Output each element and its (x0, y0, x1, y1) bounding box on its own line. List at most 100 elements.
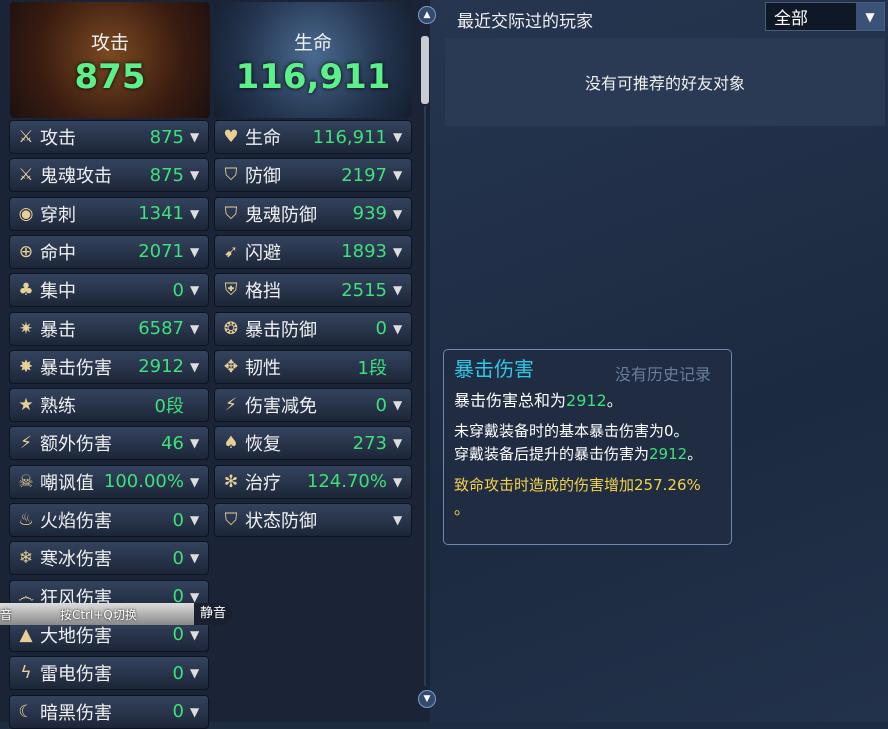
earth-icon: ▲ (19, 624, 33, 645)
stat-row[interactable]: ⛉ 鬼魂防御 939 ▼ (214, 196, 412, 231)
expand-arrow-icon[interactable]: ▼ (393, 244, 403, 259)
stat-value: 0 (172, 279, 184, 301)
stat-value: 2515 (341, 279, 387, 301)
stat-row[interactable]: ✷ 暴击 6587 ▼ (9, 311, 209, 346)
expand-arrow-icon[interactable]: ▼ (190, 436, 200, 451)
expand-arrow-icon[interactable]: ▼ (393, 206, 403, 221)
stat-value: 0 (172, 547, 184, 569)
stat-row[interactable]: ⊕ 命中 2071 ▼ (9, 234, 209, 269)
stat-row[interactable]: ★ 熟练 0段 (9, 388, 209, 423)
stat-value: 2071 (138, 241, 184, 263)
stat-value: 0段 (154, 396, 184, 418)
focus-icon: ♣ (18, 280, 34, 301)
expand-arrow-icon[interactable]: ▼ (393, 436, 403, 451)
stat-row[interactable]: ♨ 火焰伤害 0 ▼ (9, 503, 209, 537)
stat-label: 暴击伤害 (40, 357, 112, 379)
stat-row[interactable]: ➹ 闪避 1893 ▼ (214, 234, 412, 269)
tenacity-icon: ✥ (223, 356, 239, 377)
filter-dropdown[interactable]: 全部 ▼ (765, 2, 885, 31)
stat-row[interactable]: ⚡ 伤害减免 0 ▼ (214, 388, 412, 423)
stat-value: 1段 (357, 357, 387, 379)
stat-row[interactable]: ⛨ 格挡 2515 ▼ (214, 273, 412, 308)
stat-row[interactable]: ✸ 暴击伤害 2912 ▼ (9, 349, 209, 384)
expand-arrow-icon[interactable]: ▼ (190, 666, 200, 681)
ghost-sword-icon: ⚔ (18, 165, 34, 186)
stat-value: 0 (375, 394, 387, 416)
stat-value: 875 (149, 164, 184, 186)
scrollbar[interactable]: ▲ ▼ (418, 6, 436, 716)
expand-arrow-icon[interactable]: ▼ (190, 589, 200, 604)
stat-row[interactable]: ⚡ 额外伤害 46 ▼ (9, 426, 209, 461)
stat-row[interactable]: ♣ 集中 0 ▼ (9, 273, 209, 308)
stat-label: 恢复 (245, 434, 281, 456)
target-icon: ⊕ (18, 241, 34, 262)
expand-arrow-icon[interactable]: ▼ (190, 168, 200, 183)
expand-arrow-icon[interactable]: ▼ (190, 244, 200, 259)
expand-arrow-icon[interactable]: ▼ (190, 321, 200, 336)
status-defense-icon: ⛉ (224, 510, 238, 530)
stat-row[interactable]: ϟ 雷电伤害 0 ▼ (9, 656, 209, 691)
expand-arrow-icon[interactable]: ▼ (393, 321, 403, 336)
stat-row[interactable]: ☾ 暗黑伤害 0 ▼ (9, 694, 209, 729)
block-icon: ⛨ (224, 280, 238, 301)
stat-value: 46 (161, 432, 184, 454)
stat-row[interactable]: ⚔ 攻击 875 ▼ (9, 120, 209, 154)
stat-value: 939 (352, 203, 387, 225)
pierce-icon: ◉ (18, 203, 34, 224)
stat-row[interactable]: ⛉ 状态防御 ▼ (214, 503, 412, 537)
wind-icon: ෴ (17, 586, 35, 607)
expand-arrow-icon[interactable]: ▼ (190, 130, 200, 144)
stat-row[interactable]: ✥ 韧性 1段 (214, 349, 412, 384)
expand-arrow-icon[interactable]: ▼ (393, 398, 403, 413)
stat-row[interactable]: ❄ 寒冰伤害 0 ▼ (9, 541, 209, 576)
stat-label: 治疗 (245, 472, 281, 494)
stat-value: 2912 (138, 356, 184, 378)
scroll-down-icon[interactable]: ▼ (418, 690, 436, 708)
expand-arrow-icon[interactable]: ▼ (393, 168, 403, 183)
tooltip-effect: 致命攻击时造成的伤害增加257.26% (454, 476, 701, 494)
stat-label: 暴击防御 (245, 319, 317, 341)
expand-arrow-icon[interactable]: ▼ (190, 704, 200, 719)
stat-row[interactable]: ♥ 生命 116,911 ▼ (214, 120, 412, 154)
expand-arrow-icon[interactable]: ▼ (393, 513, 403, 527)
expand-arrow-icon[interactable]: ▼ (393, 130, 403, 144)
stat-row[interactable]: ⚔ 鬼魂攻击 875 ▼ (9, 158, 209, 193)
sword-icon: ⚔ (18, 127, 34, 147)
stat-label: 额外伤害 (40, 434, 112, 456)
expand-arrow-icon[interactable]: ▼ (190, 474, 200, 489)
stat-label: 鬼魂防御 (245, 204, 317, 226)
stat-row[interactable]: ☠ 嘲讽值 100.00% ▼ (9, 464, 209, 499)
recommend-list: 没有可推荐的好友对象 (445, 38, 885, 126)
stat-label: 集中 (40, 281, 76, 303)
lightning-icon: ϟ (20, 663, 32, 684)
expand-arrow-icon[interactable]: ▼ (190, 513, 200, 527)
fire-icon: ♨ (18, 510, 34, 530)
scroll-track[interactable] (424, 106, 426, 686)
no-history-text: 没有历史记录 (615, 365, 712, 384)
tooltip-title: 暴击伤害 (454, 357, 534, 381)
expand-arrow-icon[interactable]: ▼ (190, 359, 200, 374)
skull-icon: ☠ (18, 471, 34, 492)
stat-value: 0 (375, 318, 387, 339)
chevron-down-icon[interactable]: ▼ (856, 3, 884, 30)
expand-arrow-icon[interactable]: ▼ (190, 551, 200, 566)
stat-row[interactable]: ⛉ 防御 2197 ▼ (214, 158, 412, 193)
stat-row[interactable]: ✻ 治疗 124.70% ▼ (214, 464, 412, 499)
stat-row[interactable]: ❂ 暴击防御 0 ▼ (214, 311, 412, 346)
stat-label: 生命 (245, 128, 281, 149)
scroll-thumb[interactable] (421, 36, 429, 104)
scroll-up-icon[interactable]: ▲ (418, 6, 436, 24)
expand-arrow-icon[interactable]: ▼ (190, 283, 200, 298)
dark-moon-icon: ☾ (18, 701, 34, 722)
shield-icon: ⛉ (224, 165, 238, 186)
heal-icon: ✻ (223, 471, 239, 492)
mute-button[interactable]: 静音 (194, 603, 233, 625)
voice-bar[interactable]: 音 按Ctrl+Q切换 (0, 603, 222, 625)
expand-arrow-icon[interactable]: ▼ (393, 474, 403, 489)
stat-row[interactable]: ◉ 穿刺 1341 ▼ (9, 196, 209, 231)
stat-row[interactable]: ♠ 恢复 273 ▼ (214, 426, 412, 461)
expand-arrow-icon[interactable]: ▼ (190, 627, 200, 642)
expand-arrow-icon[interactable]: ▼ (393, 283, 403, 298)
expand-arrow-icon[interactable]: ▼ (190, 206, 200, 221)
attack-title: 攻击 (90, 32, 129, 54)
